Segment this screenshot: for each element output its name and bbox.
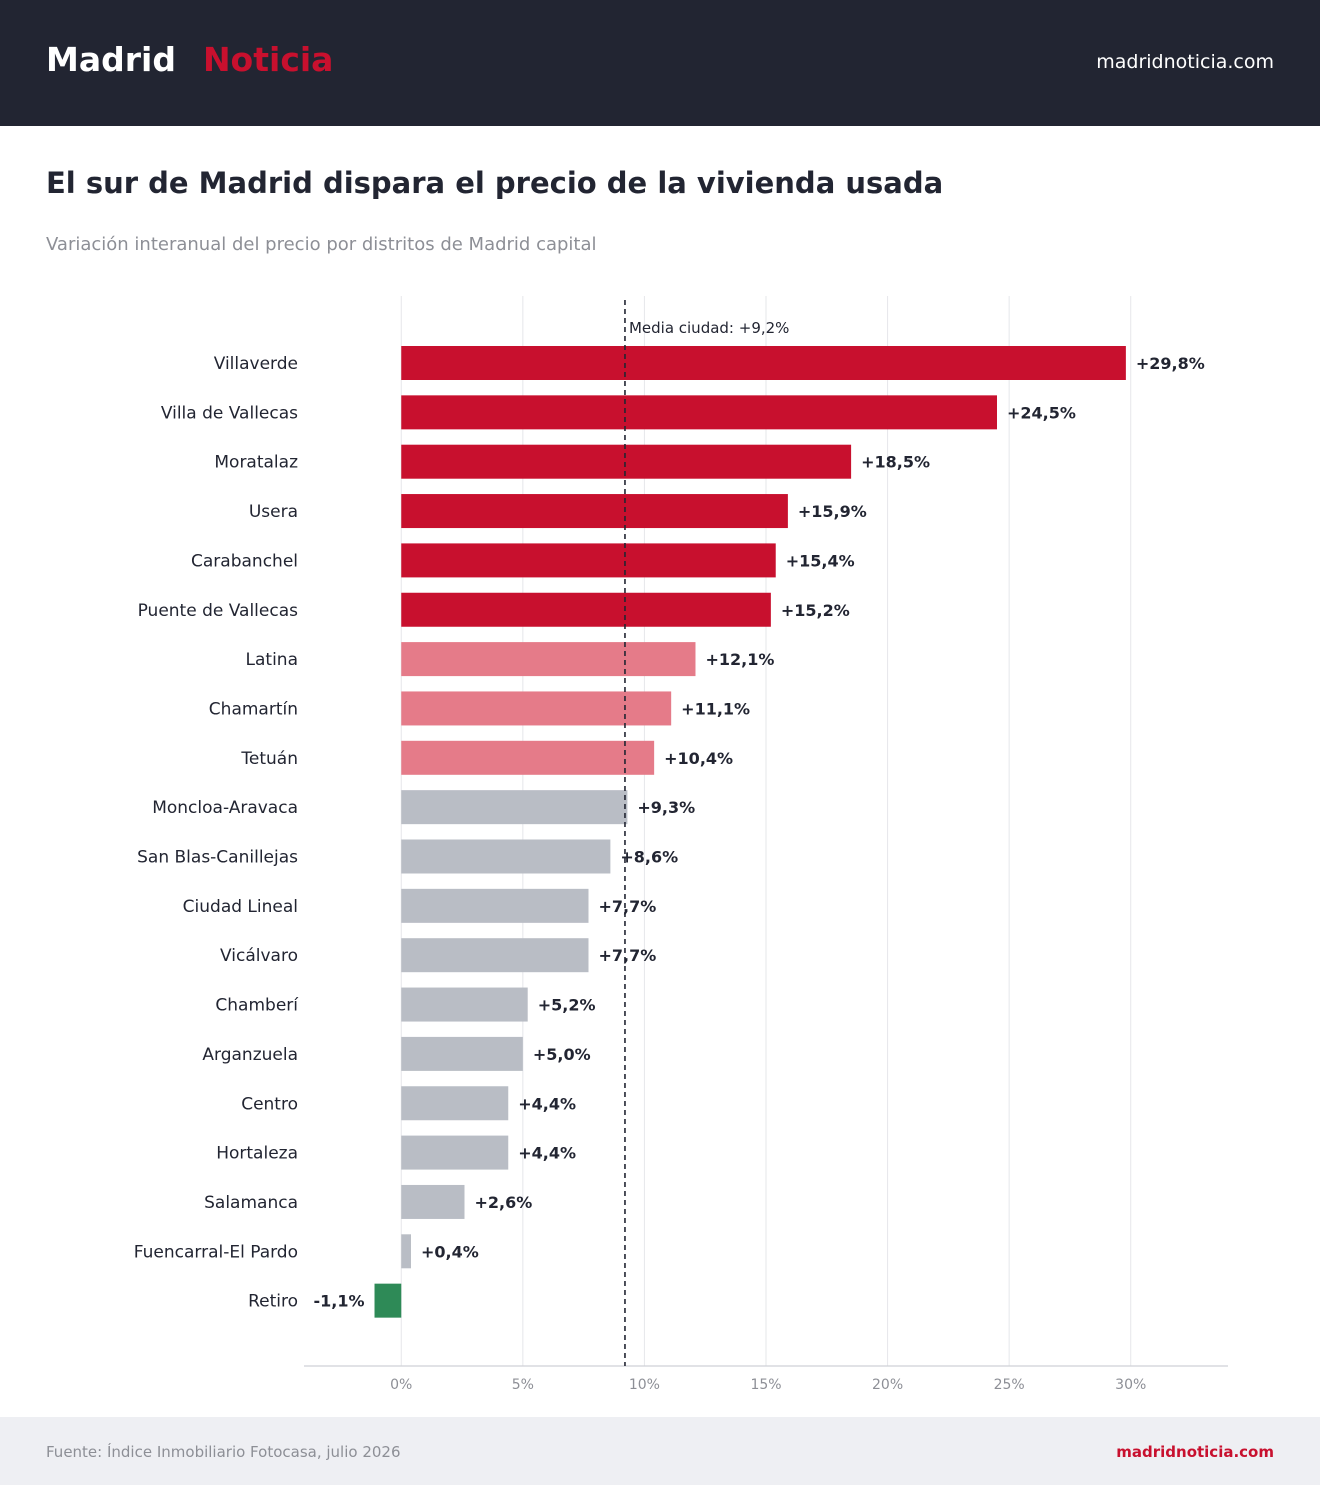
category-label: San Blas-Canillejas: [137, 848, 298, 868]
bar: [401, 740, 655, 775]
data-label: +9,3%: [637, 798, 695, 817]
category-label: Fuencarral-El Pardo: [134, 1242, 298, 1262]
brand-primary: Madrid: [46, 40, 176, 79]
bar: [401, 1135, 509, 1170]
category-label: Salamanca: [204, 1193, 298, 1213]
bar: [401, 691, 672, 726]
source-note: Fuente: Índice Inmobiliario Fotocasa, ju…: [46, 1443, 401, 1461]
bar: [401, 987, 528, 1022]
bar: [401, 839, 611, 874]
category-label: Moncloa-Aravaca: [152, 798, 298, 818]
footer-bar: Fuente: Índice Inmobiliario Fotocasa, ju…: [0, 1417, 1320, 1485]
bar: [401, 592, 771, 627]
x-tick-label: 30%: [1115, 1377, 1146, 1393]
bar: [401, 346, 1126, 380]
data-label: +4,4%: [518, 1144, 576, 1163]
bar: [401, 790, 628, 825]
category-label: Moratalaz: [214, 453, 298, 473]
bar: [401, 1086, 509, 1121]
average-reference-label: Media ciudad: +9,2%: [629, 319, 789, 337]
header-bar: Madrid Noticia madridnoticia.com: [0, 0, 1320, 126]
category-label: Ciudad Lineal: [183, 897, 298, 917]
x-tick-label: 20%: [872, 1377, 903, 1393]
x-tick-label: 25%: [994, 1377, 1025, 1393]
category-label: Vicálvaro: [220, 946, 298, 966]
brand-secondary: Noticia: [202, 40, 334, 79]
category-label: Chamartín: [209, 699, 298, 719]
category-label: Usera: [249, 502, 298, 522]
x-tick-label: 15%: [750, 1377, 781, 1393]
data-label: +15,2%: [781, 601, 850, 620]
bar: [401, 1184, 465, 1219]
bar-chart: 0% 5% 10% 15% 20% 25% 30% Villaverde +29,8% Villa…: [134, 296, 1228, 1393]
data-label: -1,1%: [314, 1292, 365, 1311]
data-label: +29,8%: [1136, 354, 1205, 373]
category-label: Centro: [241, 1094, 298, 1114]
data-label: +15,4%: [786, 551, 855, 570]
page-subtitle: Variación interanual del precio por dist…: [46, 234, 597, 255]
brand-logo[interactable]: Madrid Noticia: [46, 40, 333, 79]
bar: [401, 938, 589, 973]
data-label: +5,0%: [533, 1045, 591, 1064]
data-label: +2,6%: [474, 1193, 532, 1212]
data-label: +5,2%: [538, 996, 596, 1015]
data-label: +8,6%: [620, 848, 678, 867]
x-tick-label: 0%: [390, 1377, 412, 1393]
site-link[interactable]: madridnoticia.com: [1096, 51, 1274, 73]
data-label: +0,4%: [421, 1242, 479, 1261]
category-label: Carabanchel: [191, 551, 298, 571]
bar: [401, 642, 696, 677]
category-label: Villaverde: [214, 354, 298, 374]
data-label: +4,4%: [518, 1094, 576, 1113]
bar: [401, 395, 997, 430]
category-label: Arganzuela: [202, 1045, 298, 1065]
category-label: Latina: [246, 650, 298, 670]
bar: [401, 888, 589, 923]
data-label: +18,5%: [861, 453, 930, 472]
bar: [374, 1283, 402, 1318]
bar: [401, 444, 852, 479]
x-tick-label: 5%: [512, 1377, 534, 1393]
category-label: Tetuán: [240, 749, 298, 769]
category-label: Retiro: [248, 1292, 298, 1312]
data-label: +7,7%: [598, 897, 656, 916]
bar: [401, 1036, 523, 1071]
page-title: El sur de Madrid dispara el precio de la…: [46, 166, 944, 200]
category-label: Puente de Vallecas: [138, 601, 299, 621]
bar: [401, 494, 788, 529]
data-label: +7,7%: [598, 946, 656, 965]
data-label: +11,1%: [681, 699, 750, 718]
category-label: Chamberí: [215, 996, 299, 1016]
category-label: Villa de Vallecas: [161, 403, 298, 423]
data-label: +24,5%: [1007, 403, 1076, 422]
footer-site-link[interactable]: madridnoticia.com: [1116, 1443, 1274, 1461]
bar: [401, 543, 776, 578]
data-label: +10,4%: [664, 749, 733, 768]
bar: [401, 1234, 411, 1269]
data-label: +15,9%: [798, 502, 867, 521]
category-label: Hortaleza: [216, 1144, 298, 1164]
data-label: +12,1%: [705, 650, 774, 669]
x-tick-label: 10%: [629, 1377, 660, 1393]
